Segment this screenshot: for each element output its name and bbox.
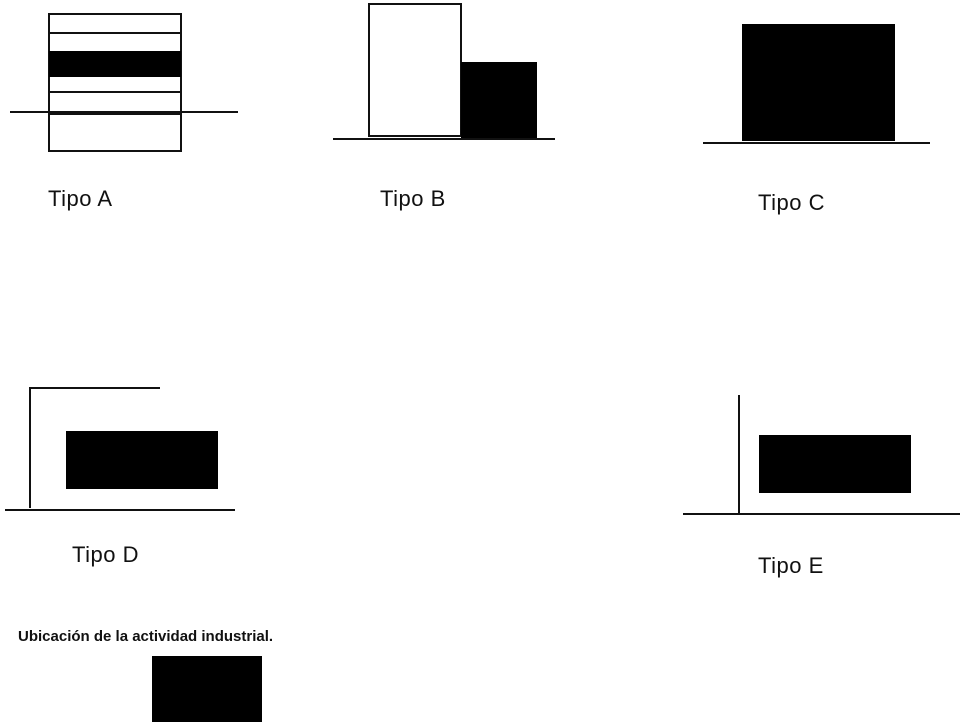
type-d-label: Tipo D [72, 542, 139, 567]
type-a-label: Tipo A [48, 186, 113, 211]
type-e-label: Tipo E [758, 553, 824, 578]
type-a-building-outline [48, 13, 182, 152]
type-c-figure [703, 24, 930, 144]
type-b-figure [333, 3, 555, 140]
type-a-figure [10, 13, 238, 152]
type-c-industrial-block [742, 24, 895, 141]
type-b-label: Tipo B [380, 186, 446, 211]
type-d-figure [5, 387, 235, 511]
legend-label: Ubicación de la actividad industrial. [18, 628, 274, 645]
type-e-figure [683, 395, 960, 515]
type-a-industrial-floor [49, 51, 181, 77]
legend-swatch [152, 656, 262, 722]
type-d-enclosure [29, 387, 160, 508]
type-b-building-outline [368, 3, 462, 137]
type-e-industrial-block [759, 435, 911, 493]
type-c-label: Tipo C [758, 190, 825, 215]
type-b-industrial-block [461, 62, 537, 138]
type-d-industrial-block [66, 431, 218, 489]
